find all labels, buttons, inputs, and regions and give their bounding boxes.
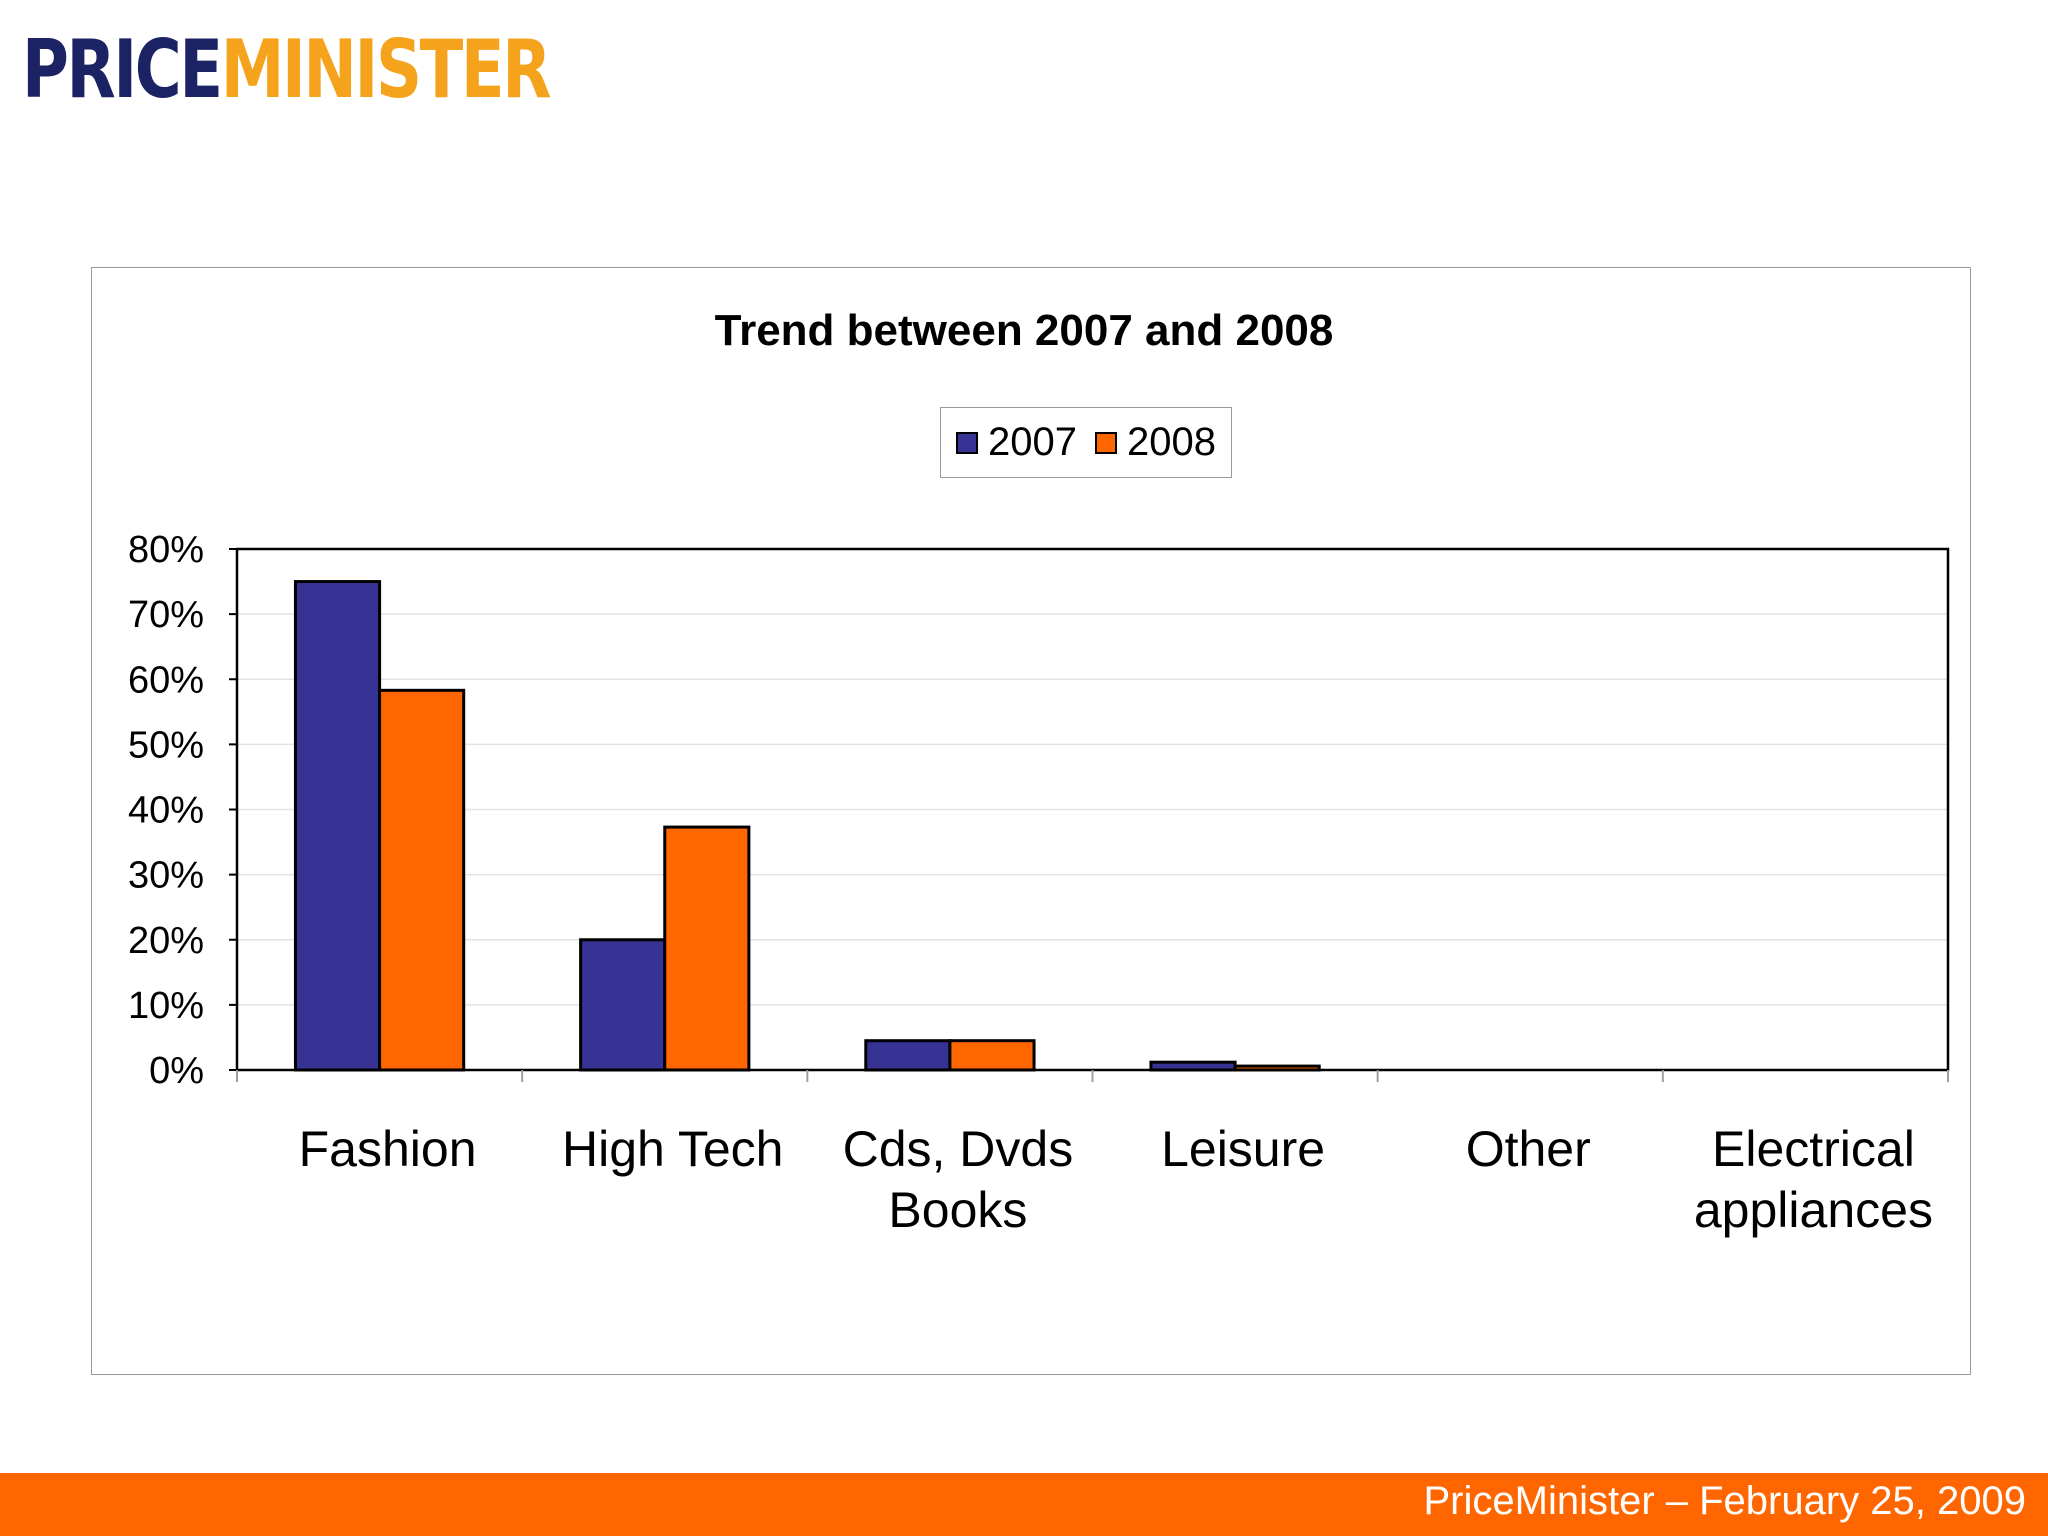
- legend-swatch-2008: [1095, 431, 1117, 454]
- bar-2008-1: [663, 825, 751, 1072]
- y-tick-label: 40%: [128, 790, 204, 832]
- x-category-label: Books: [888, 1182, 1027, 1238]
- bar-2007-2: [864, 1039, 952, 1072]
- y-tick-label: 20%: [128, 920, 204, 962]
- x-category-label: Electrical: [1712, 1121, 1915, 1177]
- y-tick-label: 10%: [128, 985, 204, 1027]
- bar-chart-plot: 0% 10% 20% 30% 40% 50% 60% 70% 80% Fashion High Te…: [128, 529, 1950, 1238]
- logo-text-minister: MINISTER: [220, 23, 552, 116]
- y-tick-label: 50%: [128, 724, 204, 766]
- legend-item-2007: 2007: [956, 420, 1077, 465]
- x-category-label: Cds, Dvds: [843, 1121, 1074, 1177]
- legend-item-2008: 2008: [1095, 420, 1216, 465]
- bar-2008-0: [378, 688, 466, 1072]
- y-tick-label: 80%: [128, 529, 204, 571]
- chart-title: Trend between 2007 and 2008: [714, 306, 1334, 355]
- y-tick-label: 70%: [128, 594, 204, 636]
- y-tick-label: 30%: [128, 855, 204, 897]
- x-category-label: Leisure: [1161, 1121, 1325, 1177]
- x-category-label: Fashion: [299, 1121, 477, 1177]
- bar-2007-0: [293, 580, 382, 1072]
- footer-text: PriceMinister – February 25, 2009: [1423, 1479, 2027, 1523]
- x-category-label: Other: [1466, 1121, 1591, 1177]
- y-tick-label: 0%: [149, 1050, 204, 1092]
- bar-2008-2: [948, 1039, 1036, 1072]
- x-category-label: appliances: [1694, 1182, 1933, 1238]
- legend-swatch-2007: [956, 431, 979, 454]
- legend-label-2007: 2007: [988, 420, 1077, 464]
- chart-legend: 2007 2008: [940, 407, 1232, 478]
- priceminister-logo: PRICE MINISTER: [22, 23, 552, 116]
- legend-label-2008: 2008: [1127, 420, 1216, 464]
- y-tick-label: 60%: [128, 659, 204, 701]
- bar-2007-1: [579, 938, 667, 1072]
- footer-bar: PriceMinister – February 25, 2009: [0, 1473, 2048, 1536]
- logo-text-price: PRICE: [22, 23, 223, 116]
- x-category-label: High Tech: [562, 1121, 783, 1177]
